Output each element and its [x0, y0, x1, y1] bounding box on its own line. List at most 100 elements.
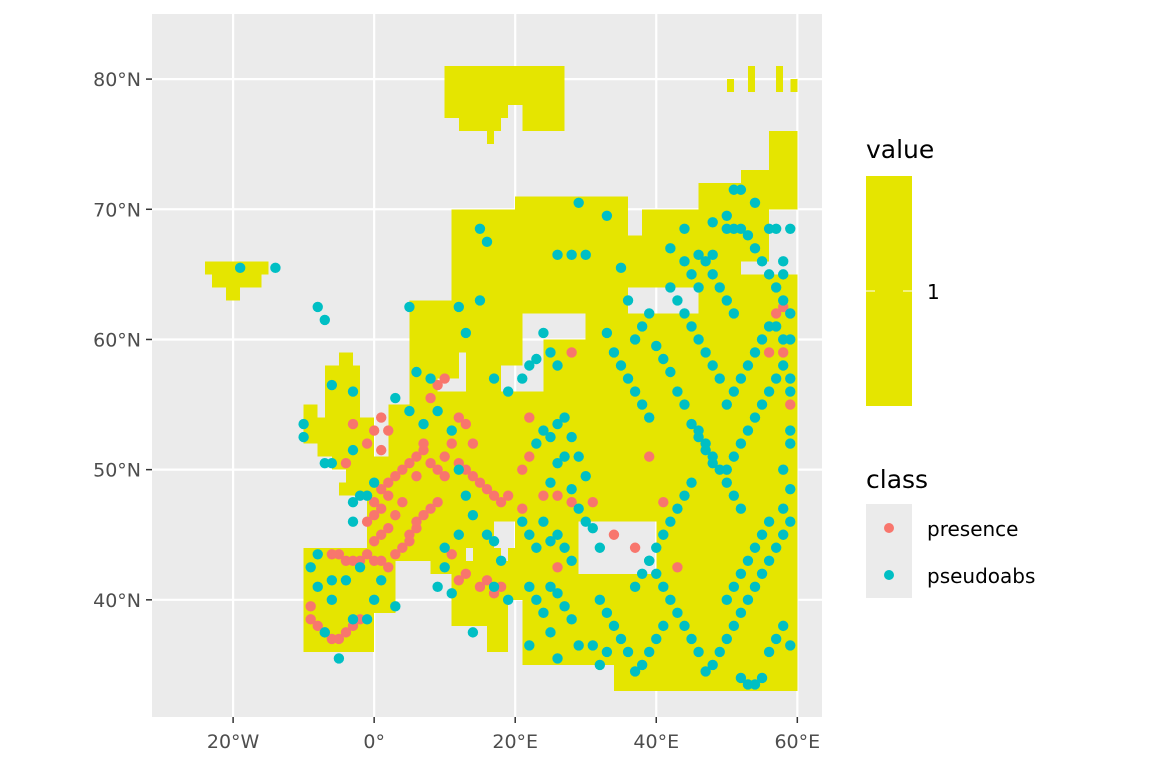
- pseudoabs-point: [778, 529, 789, 540]
- presence-point: [467, 438, 479, 449]
- pseudoabs-point: [778, 269, 789, 280]
- raster-cell-block: [444, 66, 565, 106]
- pseudoabs-point: [615, 633, 627, 645]
- pseudoabs-point: [517, 516, 528, 527]
- pseudoabs-point: [361, 614, 373, 625]
- pseudoabs-point: [721, 633, 732, 645]
- pseudoabs-point: [615, 360, 627, 371]
- pseudoabs-point: [693, 249, 704, 261]
- raster-cell-block: [487, 586, 509, 652]
- pseudoabs-point: [721, 210, 732, 221]
- pseudoabs-point: [552, 653, 563, 664]
- pseudoabs-point: [538, 327, 549, 339]
- pseudoabs-point: [390, 392, 401, 404]
- pseudoabs-point: [552, 529, 563, 540]
- pseudoabs-point: [439, 562, 450, 573]
- pseudoabs-point: [347, 496, 359, 508]
- pseudoabs-point: [453, 464, 464, 475]
- presence-point: [361, 549, 373, 560]
- raster-cell-block: [374, 560, 396, 613]
- pseudoabs-point: [644, 412, 655, 423]
- pseudoabs-point: [763, 269, 775, 280]
- pseudoabs-point: [658, 529, 669, 540]
- presence-point: [404, 457, 415, 469]
- pseudoabs-point: [770, 633, 782, 645]
- presence-point: [376, 503, 387, 514]
- presence-point: [361, 516, 373, 527]
- y-tick-label: 40°N: [93, 590, 141, 612]
- pseudoabs-point: [770, 223, 782, 235]
- pseudoabs-point: [785, 425, 796, 436]
- pseudoabs-point: [622, 295, 634, 306]
- y-tick-label: 50°N: [93, 460, 141, 482]
- x-tick-label: 20°E: [492, 731, 538, 753]
- legend-class: class presence pseudoabs: [866, 465, 1035, 598]
- pseudoabs-point: [721, 399, 732, 410]
- pseudoabs-point: [481, 236, 493, 248]
- presence-point: [383, 562, 394, 573]
- pseudoabs-point: [686, 477, 697, 488]
- presence-point: [460, 568, 472, 579]
- pseudoabs-point: [693, 282, 704, 293]
- presence-point: [460, 418, 472, 430]
- pseudoabs-point: [665, 243, 676, 254]
- pseudoabs-point: [728, 490, 740, 501]
- pseudoabs-point: [763, 555, 775, 566]
- pseudoabs-point: [601, 607, 613, 619]
- pseudoabs-point: [531, 542, 542, 553]
- pseudoabs-point: [559, 601, 570, 612]
- pseudoabs-point: [608, 347, 620, 358]
- pseudoabs-point: [580, 470, 591, 482]
- legend-key-pseudoabs: [884, 570, 894, 580]
- pseudoabs-point: [629, 334, 641, 345]
- presence-point: [608, 529, 620, 540]
- presence-point: [305, 601, 316, 612]
- pseudoabs-point: [778, 295, 789, 306]
- presence-point: [361, 438, 373, 449]
- pseudoabs-point: [432, 581, 443, 593]
- presence-point: [446, 549, 457, 560]
- presence-point: [502, 490, 514, 501]
- pseudoabs-point: [679, 620, 690, 632]
- pseudoabs-point: [502, 594, 514, 606]
- pseudoabs-point: [636, 399, 648, 410]
- pseudoabs-point: [742, 594, 754, 606]
- presence-point: [474, 477, 486, 488]
- pseudoabs-point: [566, 431, 577, 443]
- pseudoabs-point: [545, 431, 556, 443]
- pseudoabs-point: [693, 334, 704, 345]
- presence-point: [481, 575, 493, 586]
- pseudoabs-point: [460, 490, 472, 501]
- pseudoabs-point: [552, 457, 563, 469]
- presence-point: [538, 490, 549, 501]
- pseudoabs-point: [686, 321, 697, 332]
- pseudoabs-point: [347, 444, 359, 456]
- pseudoabs-point: [756, 672, 768, 684]
- pseudoabs-point: [742, 230, 754, 241]
- pseudoabs-point: [587, 523, 598, 534]
- pseudoabs-point: [778, 464, 789, 475]
- pseudoabs-point: [749, 347, 761, 358]
- raster-cell-block: [458, 118, 502, 132]
- presence-point: [411, 451, 422, 462]
- pseudoabs-point: [559, 542, 570, 553]
- presence-point: [326, 549, 338, 560]
- pseudoabs-point: [545, 581, 556, 593]
- pseudoabs-point: [573, 451, 584, 462]
- pseudoabs-point: [636, 659, 648, 671]
- pseudoabs-point: [700, 256, 711, 267]
- pseudoabs-point: [707, 451, 718, 462]
- pseudoabs-point: [580, 516, 591, 527]
- presence-point: [432, 496, 443, 508]
- pseudoabs-point: [735, 438, 747, 449]
- pseudoabs-point: [721, 295, 732, 306]
- presence-point: [495, 496, 507, 508]
- pseudoabs-point: [714, 464, 725, 475]
- pseudoabs-point: [347, 516, 359, 527]
- pseudoabs-point: [425, 373, 436, 384]
- pseudoabs-point: [721, 477, 732, 488]
- pseudoabs-point: [763, 386, 775, 397]
- presence-point: [644, 451, 655, 462]
- pseudoabs-point: [340, 575, 352, 586]
- presence-point: [467, 470, 479, 482]
